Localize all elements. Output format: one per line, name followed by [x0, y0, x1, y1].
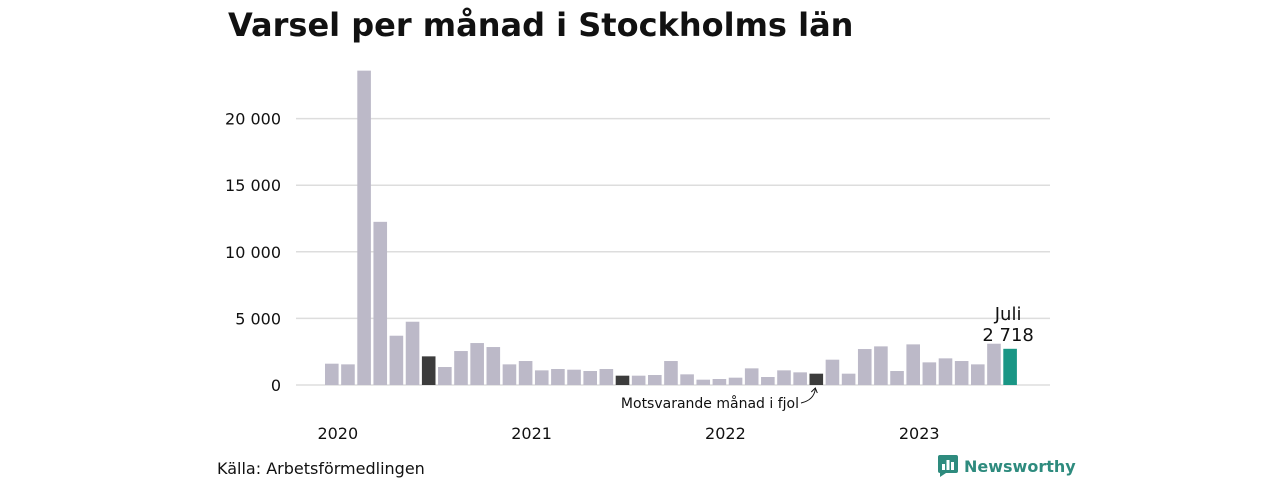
bar-2022-06 — [793, 372, 807, 385]
bar-2020-08 — [438, 367, 452, 385]
bar-2021-05 — [583, 371, 597, 385]
chart-title: Varsel per månad i Stockholms län — [228, 6, 854, 44]
bar-2021-02 — [534, 370, 549, 385]
last-year-arrow — [800, 388, 816, 404]
bar-2023-02 — [922, 362, 937, 385]
bar-2022-02 — [728, 377, 743, 385]
bar-2022-01 — [712, 379, 727, 385]
bar-2022-10 — [857, 349, 872, 385]
bar-2020-01 — [325, 363, 339, 385]
y-tick-label: 20 000 — [225, 110, 281, 129]
bar-2023-01 — [906, 344, 920, 385]
bar-2021-10 — [664, 361, 678, 385]
bar-2021-04 — [567, 369, 581, 385]
bar-2021-11 — [680, 374, 694, 385]
bars — [325, 70, 1017, 385]
x-tick-label: 2021 — [511, 424, 552, 443]
y-tick-label: 15 000 — [225, 176, 281, 195]
bar-2020-11 — [486, 347, 501, 385]
bar-2020-09 — [454, 351, 468, 385]
y-tick-label: 5 000 — [235, 309, 281, 328]
bar-2022-03 — [744, 368, 759, 385]
bar-2020-02 — [341, 364, 355, 385]
bar-2020-10 — [470, 343, 484, 385]
bar-2023-03 — [938, 358, 953, 385]
bar-2021-09 — [648, 375, 662, 385]
brand-logo: Newsworthy — [938, 455, 1076, 477]
current-value-label: 2 718 — [982, 325, 1034, 346]
y-tick-label: 0 — [271, 376, 281, 395]
bar-2021-01 — [518, 361, 533, 385]
bar-2021-08 — [631, 375, 646, 385]
bar-2022-04 — [761, 377, 775, 385]
last-year-note: Motsvarande månad i fjol — [621, 395, 799, 412]
x-tick-label: 2020 — [317, 424, 358, 443]
bar-2020-07 — [421, 356, 436, 385]
y-tick-label: 10 000 — [225, 243, 281, 262]
newsworthy-logo-icon — [938, 455, 958, 477]
bar-2022-11 — [874, 346, 888, 385]
bar-2020-04 — [373, 221, 388, 385]
source-note: Källa: Arbetsförmedlingen — [217, 459, 425, 478]
brand-name: Newsworthy — [964, 456, 1076, 476]
bar-2022-12 — [890, 371, 904, 385]
bar-2020-12 — [502, 364, 517, 385]
bar-2022-07 — [809, 373, 824, 385]
bar-2023-04 — [954, 361, 969, 385]
bar-2021-12 — [696, 379, 711, 385]
current-month-label: Juli — [994, 304, 1022, 325]
bar-2023-07 — [1003, 348, 1017, 385]
bar-2020-06 — [405, 321, 420, 385]
bar-2021-06 — [599, 369, 614, 385]
bar-2023-05 — [971, 364, 985, 385]
x-axis-ticks: 2020 2021 2022 2023 — [317, 424, 939, 443]
last-year-arrowhead — [810, 387, 818, 394]
x-tick-label: 2022 — [705, 424, 746, 443]
y-axis-ticks: 0 5 000 10 000 15 000 20 000 — [225, 110, 281, 395]
bar-2021-07 — [615, 375, 630, 385]
bar-2021-03 — [551, 369, 565, 385]
bar-2020-05 — [389, 335, 404, 385]
bar-2022-09 — [841, 373, 856, 385]
x-tick-label: 2023 — [899, 424, 940, 443]
bar-2023-06 — [987, 343, 1001, 385]
bar-2022-08 — [825, 359, 840, 385]
bar-2020-03 — [357, 70, 371, 385]
bar-2022-05 — [777, 370, 791, 385]
